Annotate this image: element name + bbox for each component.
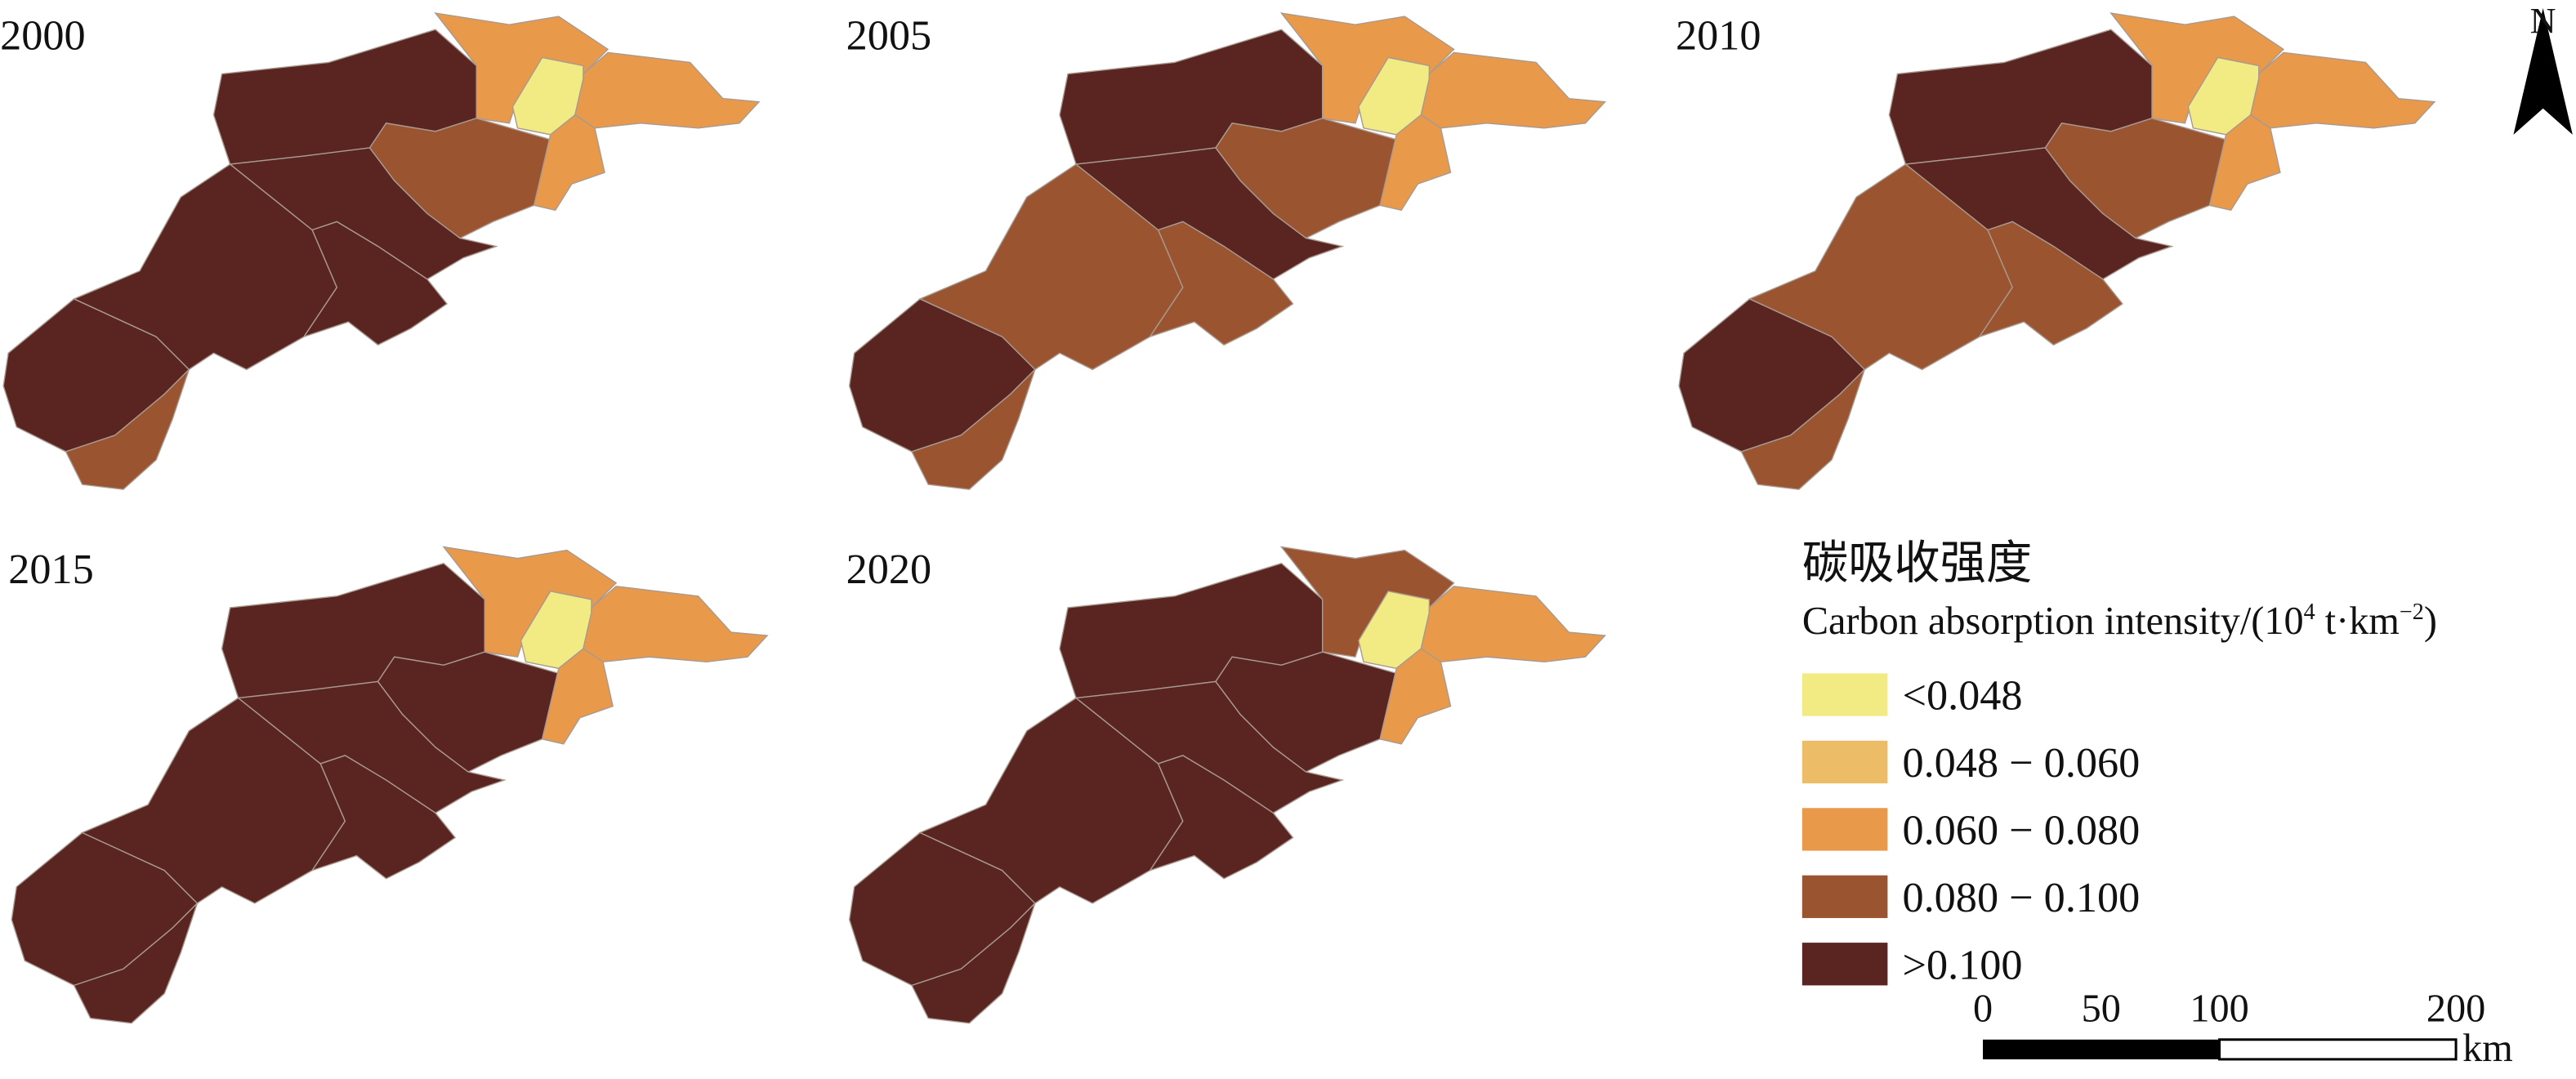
map-panel: 2005 [846,11,1607,490]
scale-unit: km [2462,1027,2513,1070]
district [2208,114,2281,212]
district [310,755,457,880]
subtitle-part: t·km [2315,600,2400,643]
district [533,114,605,212]
legend-subtitle: Carbon absorption intensity/(104 t·km−2) [1802,600,2437,643]
legend-label: 0.060 − 0.080 [1902,806,2140,854]
legend-swatch [1801,740,1888,784]
district [65,368,190,490]
legend-title: 碳吸收强度 [1802,538,2032,589]
map-panel: 2000 [0,11,761,490]
year-label: 2005 [846,11,932,59]
scale-segment [1983,1039,2220,1059]
district [541,648,614,745]
legend-label: >0.100 [1902,941,2022,988]
scale-label: 50 [2082,988,2121,1031]
year-label: 2000 [0,11,86,59]
legend-label: <0.048 [1902,672,2022,720]
scale-segment [2218,1038,2458,1061]
district [1740,368,1865,490]
district [1379,648,1452,745]
subtitle-part: ) [2424,600,2437,643]
north-label: N [2530,1,2556,41]
legend-swatch [1801,808,1888,851]
map-panel: 2010 [1676,11,2436,490]
district [2249,51,2436,129]
legend-label: 0.080 − 0.100 [1902,874,2140,921]
scale-label: 200 [2426,988,2485,1031]
legend-label: 0.048 − 0.060 [1902,739,2140,787]
district [73,903,199,1024]
subtitle-part: Carbon absorption intensity/(10 [1802,600,2304,643]
scale-label: 100 [2190,988,2248,1031]
district [583,586,769,663]
district [1148,221,1294,346]
year-label: 2010 [1676,11,1761,59]
year-label: 2015 [8,546,94,593]
district [911,368,1036,490]
legend-swatch [1801,875,1888,918]
district [1420,586,1607,663]
subtitle-sup: −2 [2400,600,2424,625]
district [911,903,1036,1024]
district [1420,51,1607,129]
north-arrow [2513,8,2573,135]
year-label: 2020 [846,546,932,593]
map-panel: 2015 [8,546,769,1024]
district [1978,221,2123,346]
subtitle-sup: 4 [2304,600,2315,625]
scale-label: 0 [1973,988,1993,1031]
legend-swatch [1801,943,1888,986]
legend-swatch [1801,673,1888,716]
district [1379,114,1452,212]
district [574,51,761,129]
district [1148,755,1294,880]
district [302,221,449,346]
map-panel: 2020 [846,546,1607,1024]
